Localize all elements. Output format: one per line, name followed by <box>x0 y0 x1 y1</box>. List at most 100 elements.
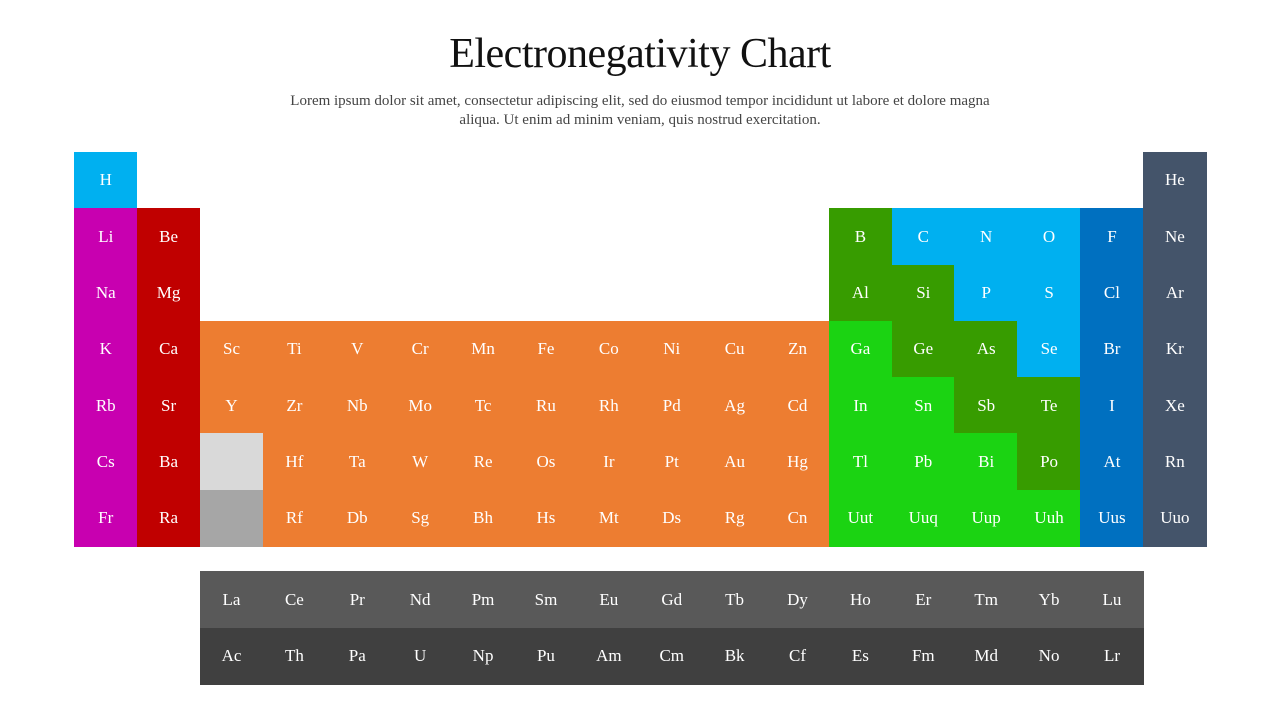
element-eu: Eu <box>577 571 641 629</box>
element-tl: Tl <box>828 433 893 491</box>
element-yb: Yb <box>1017 571 1081 629</box>
element-at: At <box>1080 433 1144 491</box>
element-rg: Rg <box>702 489 767 547</box>
element-al: Al <box>828 264 893 322</box>
element-u: U <box>388 627 452 685</box>
element-na: Na <box>74 264 138 322</box>
element-cn: Cn <box>765 489 830 547</box>
element-ir: Ir <box>577 433 641 491</box>
element-o: O <box>1017 208 1081 266</box>
element-pu: Pu <box>514 627 578 685</box>
element-ho: Ho <box>828 571 893 629</box>
element-pa: Pa <box>325 627 390 685</box>
element-cr: Cr <box>388 320 452 378</box>
element-tm: Tm <box>954 571 1018 629</box>
element-uuh: Uuh <box>1017 489 1081 547</box>
element-he: He <box>1143 152 1207 209</box>
element-as: As <box>954 320 1018 378</box>
element-es: Es <box>828 627 893 685</box>
element-zr: Zr <box>262 377 327 435</box>
element-cl: Cl <box>1080 264 1144 322</box>
element-hf: Hf <box>262 433 327 491</box>
element-re: Re <box>451 433 515 491</box>
element-pt: Pt <box>640 433 704 491</box>
element-np: Np <box>451 627 515 685</box>
element-ga: Ga <box>828 320 893 378</box>
element-ce: Ce <box>262 571 327 629</box>
element-bh: Bh <box>451 489 515 547</box>
element-uuo: Uuo <box>1143 489 1207 547</box>
element-sc: Sc <box>199 320 264 378</box>
element-ac: Ac <box>199 627 264 685</box>
element-ni: Ni <box>640 320 704 378</box>
element-mt: Mt <box>577 489 641 547</box>
element-dy: Dy <box>765 571 830 629</box>
element-be: Be <box>136 208 201 266</box>
element-am: Am <box>577 627 641 685</box>
element-ta: Ta <box>325 433 390 491</box>
placeholder-lanthanide-slot <box>199 433 264 491</box>
element-rh: Rh <box>577 377 641 435</box>
element-rn: Rn <box>1143 433 1207 491</box>
element-nb: Nb <box>325 377 390 435</box>
element-ds: Ds <box>640 489 704 547</box>
element-uup: Uup <box>954 489 1018 547</box>
element-fm: Fm <box>891 627 956 685</box>
element-er: Er <box>891 571 956 629</box>
element-n: N <box>954 208 1018 266</box>
element-ca: Ca <box>136 320 201 378</box>
element-pr: Pr <box>325 571 390 629</box>
element-se: Se <box>1017 320 1081 378</box>
element-os: Os <box>514 433 578 491</box>
element-th: Th <box>262 627 327 685</box>
element-s: S <box>1017 264 1081 322</box>
element-uut: Uut <box>828 489 893 547</box>
element-lu: Lu <box>1080 571 1144 629</box>
element-sg: Sg <box>388 489 452 547</box>
element-bk: Bk <box>702 627 767 685</box>
element-mg: Mg <box>136 264 201 322</box>
element-uus: Uus <box>1080 489 1144 547</box>
element-kr: Kr <box>1143 320 1207 378</box>
element-sb: Sb <box>954 377 1018 435</box>
element-sr: Sr <box>136 377 201 435</box>
element-ra: Ra <box>136 489 201 547</box>
element-hs: Hs <box>514 489 578 547</box>
element-ge: Ge <box>891 320 956 378</box>
page-title: Electronegativity Chart <box>449 31 831 77</box>
element-lr: Lr <box>1080 627 1144 685</box>
element-co: Co <box>577 320 641 378</box>
element-te: Te <box>1017 377 1081 435</box>
subtitle: Lorem ipsum dolor sit amet, consectetur … <box>290 93 990 128</box>
element-k: K <box>74 320 138 378</box>
element-po: Po <box>1017 433 1081 491</box>
element-p: P <box>954 264 1018 322</box>
element-v: V <box>325 320 390 378</box>
element-cf: Cf <box>765 627 830 685</box>
element-ag: Ag <box>702 377 767 435</box>
element-xe: Xe <box>1143 377 1207 435</box>
element-md: Md <box>954 627 1018 685</box>
element-gd: Gd <box>640 571 704 629</box>
element-cd: Cd <box>765 377 830 435</box>
element-zn: Zn <box>765 320 830 378</box>
element-ru: Ru <box>514 377 578 435</box>
element-y: Y <box>199 377 264 435</box>
element-cs: Cs <box>74 433 138 491</box>
element-sn: Sn <box>891 377 956 435</box>
element-fr: Fr <box>74 489 138 547</box>
element-cm: Cm <box>640 627 704 685</box>
element-i: I <box>1080 377 1144 435</box>
element-tb: Tb <box>702 571 767 629</box>
element-ar: Ar <box>1143 264 1207 322</box>
element-ba: Ba <box>136 433 201 491</box>
placeholder-actinide-slot <box>199 489 264 547</box>
element-la: La <box>199 571 264 629</box>
element-f: F <box>1080 208 1144 266</box>
element-rb: Rb <box>74 377 138 435</box>
element-no: No <box>1017 627 1081 685</box>
element-mn: Mn <box>451 320 515 378</box>
element-cu: Cu <box>702 320 767 378</box>
element-si: Si <box>891 264 956 322</box>
